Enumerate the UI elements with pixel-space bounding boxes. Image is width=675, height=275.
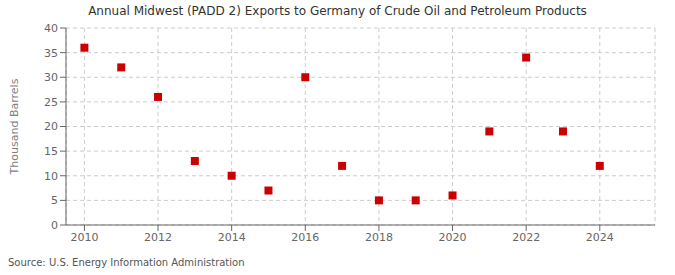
svg-text:Thousand Barrels: Thousand Barrels	[8, 78, 21, 175]
svg-text:2018: 2018	[365, 231, 393, 244]
html-text:Source: U.S. Energy Informatio: Source: U.S. Energy Information Administ…	[8, 257, 245, 268]
svg-text:10: 10	[44, 170, 58, 183]
svg-text:15: 15	[44, 145, 58, 158]
svg-text:40: 40	[44, 22, 58, 35]
html-text:Annual Midwest (PADD 2) Export: Annual Midwest (PADD 2) Exports to Germa…	[88, 4, 587, 18]
svg-text:5: 5	[51, 194, 58, 207]
svg-text:2010: 2010	[70, 231, 98, 244]
svg-text:30: 30	[44, 71, 58, 84]
svg-text:35: 35	[44, 47, 58, 60]
svg-text:25: 25	[44, 96, 58, 109]
svg-text:2020: 2020	[439, 231, 467, 244]
svg-text:2024: 2024	[586, 231, 614, 244]
svg-text:2012: 2012	[144, 231, 172, 244]
svg-text:2022: 2022	[512, 231, 540, 244]
svg-text:0: 0	[51, 219, 58, 232]
svg-text:20: 20	[44, 120, 58, 133]
svg-text:2016: 2016	[291, 231, 319, 244]
svg-text:2014: 2014	[218, 231, 246, 244]
